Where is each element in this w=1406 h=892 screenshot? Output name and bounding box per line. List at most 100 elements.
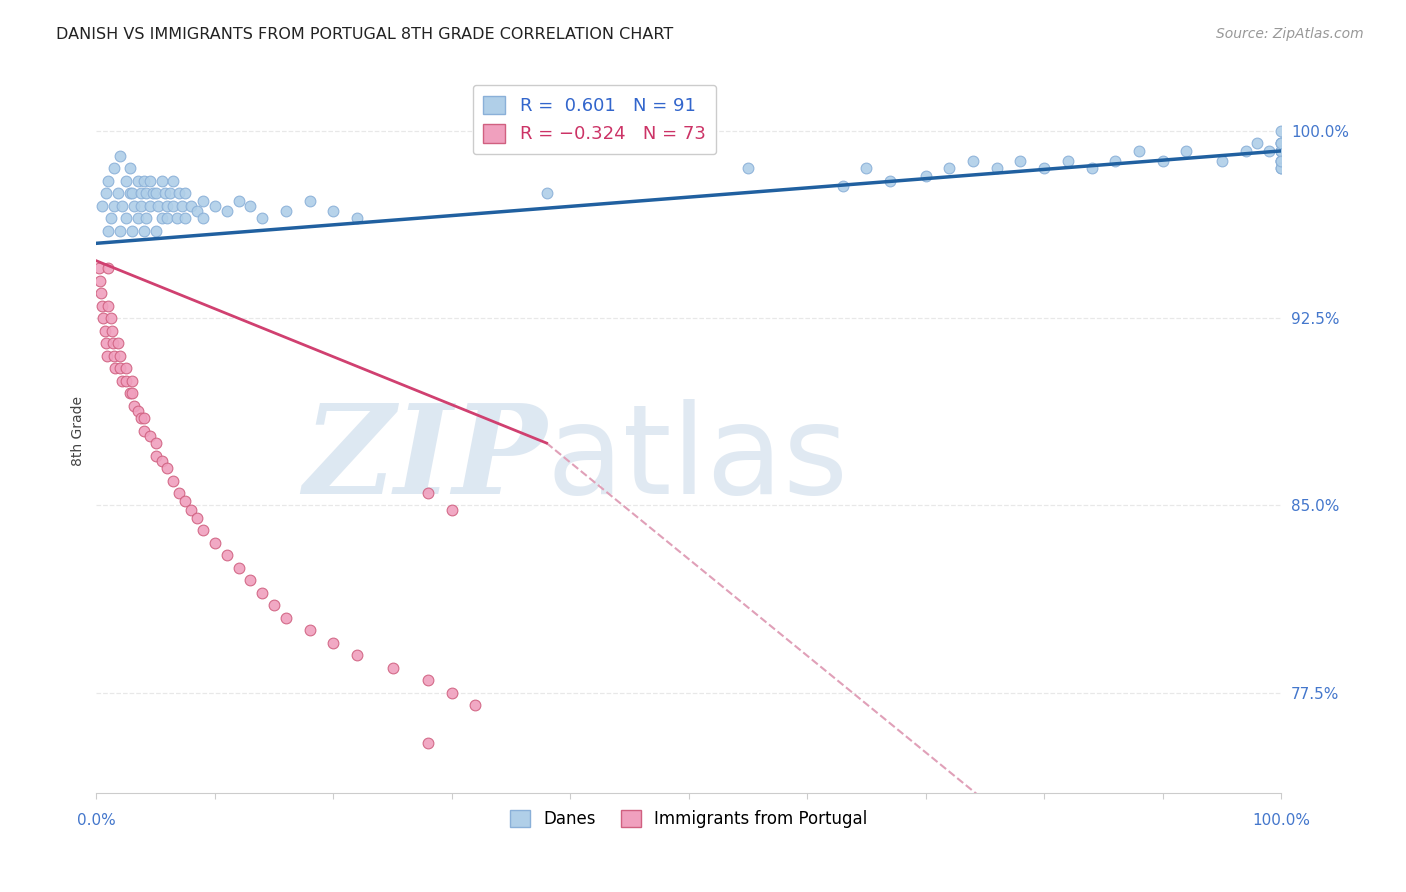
Point bbox=[111, 199, 134, 213]
Point bbox=[536, 186, 558, 201]
Point bbox=[831, 178, 853, 193]
Text: atlas: atlas bbox=[547, 399, 849, 520]
Point bbox=[737, 161, 759, 176]
Point bbox=[118, 161, 141, 176]
Y-axis label: 8th Grade: 8th Grade bbox=[72, 395, 86, 466]
Point bbox=[169, 186, 191, 201]
Point bbox=[118, 386, 141, 401]
Point bbox=[150, 453, 173, 467]
Point bbox=[111, 374, 134, 388]
Point bbox=[440, 686, 463, 700]
Point bbox=[97, 299, 120, 313]
Point bbox=[159, 186, 181, 201]
Point bbox=[274, 611, 297, 625]
Point bbox=[118, 186, 141, 201]
Point bbox=[145, 449, 167, 463]
Point bbox=[89, 274, 111, 288]
Point bbox=[97, 261, 120, 276]
Point bbox=[104, 361, 127, 376]
Point bbox=[97, 224, 120, 238]
Point bbox=[239, 199, 262, 213]
Point bbox=[1270, 161, 1292, 176]
Point bbox=[1010, 153, 1032, 168]
Point bbox=[93, 311, 115, 326]
Point bbox=[122, 399, 145, 413]
Point bbox=[146, 199, 169, 213]
Point bbox=[94, 186, 117, 201]
Point bbox=[145, 436, 167, 450]
Point bbox=[274, 203, 297, 218]
Point bbox=[879, 174, 901, 188]
Point bbox=[1234, 144, 1257, 158]
Text: Source: ZipAtlas.com: Source: ZipAtlas.com bbox=[1216, 27, 1364, 41]
Point bbox=[162, 174, 184, 188]
Point bbox=[108, 224, 131, 238]
Point bbox=[1152, 153, 1174, 168]
Point bbox=[440, 503, 463, 517]
Point bbox=[1056, 153, 1078, 168]
Point bbox=[91, 299, 114, 313]
Point bbox=[174, 493, 197, 508]
Point bbox=[1246, 136, 1268, 151]
Point bbox=[1270, 144, 1292, 158]
Point bbox=[150, 174, 173, 188]
Point bbox=[938, 161, 960, 176]
Point bbox=[103, 161, 125, 176]
Point bbox=[156, 461, 179, 475]
Point bbox=[101, 336, 124, 351]
Point bbox=[169, 486, 191, 500]
Point bbox=[115, 374, 138, 388]
Point bbox=[228, 194, 250, 208]
Point bbox=[191, 211, 214, 226]
Point bbox=[174, 186, 197, 201]
Point bbox=[298, 624, 321, 638]
Point bbox=[263, 599, 285, 613]
Point bbox=[145, 224, 167, 238]
Point bbox=[132, 174, 155, 188]
Point bbox=[464, 698, 486, 713]
Point bbox=[107, 336, 129, 351]
Point bbox=[142, 186, 165, 201]
Point bbox=[100, 311, 122, 326]
Point bbox=[122, 199, 145, 213]
Point bbox=[914, 169, 936, 183]
Point bbox=[1104, 153, 1126, 168]
Point bbox=[121, 186, 143, 201]
Point bbox=[135, 211, 157, 226]
Point bbox=[228, 561, 250, 575]
Point bbox=[250, 586, 273, 600]
Point bbox=[115, 361, 138, 376]
Point bbox=[138, 199, 160, 213]
Point bbox=[108, 149, 131, 163]
Point bbox=[1270, 144, 1292, 158]
Point bbox=[93, 324, 115, 338]
Text: 100.0%: 100.0% bbox=[1253, 813, 1310, 828]
Point bbox=[103, 349, 125, 363]
Point bbox=[87, 261, 110, 276]
Point bbox=[153, 186, 176, 201]
Point bbox=[1270, 144, 1292, 158]
Point bbox=[127, 174, 149, 188]
Point bbox=[1270, 124, 1292, 138]
Point bbox=[346, 211, 368, 226]
Point bbox=[346, 648, 368, 663]
Legend: Danes, Immigrants from Portugal: Danes, Immigrants from Portugal bbox=[503, 804, 875, 835]
Point bbox=[91, 199, 114, 213]
Point bbox=[191, 194, 214, 208]
Point bbox=[204, 536, 226, 550]
Point bbox=[90, 286, 112, 301]
Point bbox=[416, 736, 439, 750]
Point bbox=[1270, 136, 1292, 151]
Point bbox=[1128, 144, 1150, 158]
Point bbox=[204, 199, 226, 213]
Point bbox=[131, 186, 153, 201]
Point bbox=[1258, 144, 1281, 158]
Point bbox=[145, 186, 167, 201]
Point bbox=[1270, 153, 1292, 168]
Point bbox=[162, 474, 184, 488]
Point bbox=[986, 161, 1008, 176]
Point bbox=[215, 549, 238, 563]
Text: DANISH VS IMMIGRANTS FROM PORTUGAL 8TH GRADE CORRELATION CHART: DANISH VS IMMIGRANTS FROM PORTUGAL 8TH G… bbox=[56, 27, 673, 42]
Point bbox=[131, 199, 153, 213]
Point bbox=[322, 203, 344, 218]
